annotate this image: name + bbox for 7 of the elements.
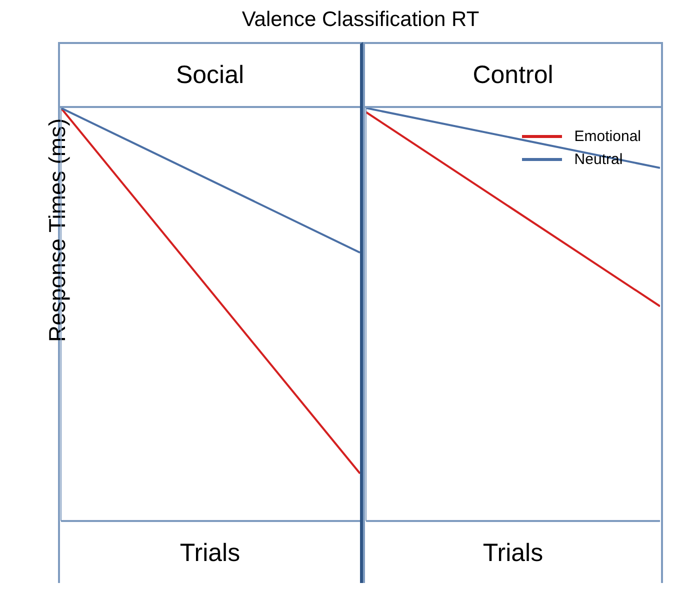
legend-label: Neutral [574, 151, 623, 168]
chart-subtitle: Control [365, 44, 661, 108]
chart-title: Valence Classification RT [242, 8, 480, 31]
chart-subtitle: Social [60, 44, 360, 108]
legend-label: Emotional [574, 128, 641, 145]
x-axis-title: Trials [482, 538, 544, 569]
x-axis-title: Trials [178, 538, 242, 569]
